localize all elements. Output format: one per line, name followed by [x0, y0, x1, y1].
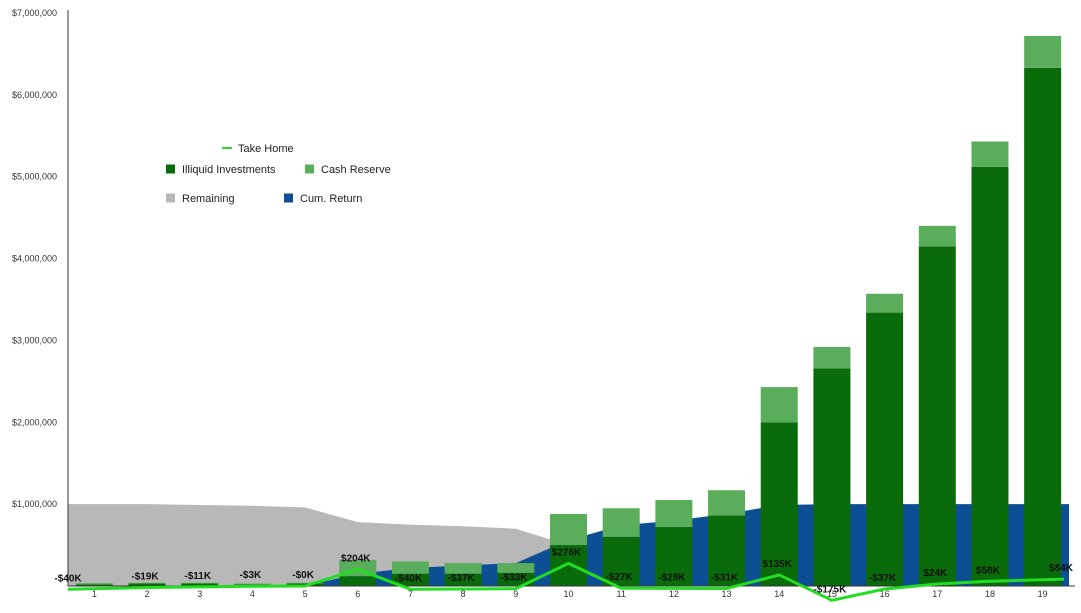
legend: Take Home Illiquid Investments Cash Reserv…	[166, 143, 391, 205]
y-tick-label: $6,000,000	[12, 90, 57, 100]
y-tick-label: $2,000,000	[12, 417, 57, 427]
bar-illiquid-investments	[760, 422, 798, 586]
bar-cash-reserve	[760, 387, 798, 423]
bar-illiquid-investments	[708, 515, 746, 586]
y-tick-label: $3,000,000	[12, 335, 57, 345]
bar-illiquid-investments	[602, 536, 640, 586]
bar-cash-reserve	[181, 582, 219, 584]
take-home-data-label: -$37K	[869, 573, 897, 584]
x-tick-label: 15	[827, 589, 837, 599]
take-home-data-label: $276K	[552, 547, 582, 558]
take-home-data-label: -$29K	[658, 572, 686, 583]
y-tick-label: $4,000,000	[12, 254, 57, 264]
x-tick-label: 3	[197, 589, 202, 599]
bar-cash-reserve	[866, 293, 904, 313]
x-tick-label: 19	[1038, 589, 1048, 599]
bar-cash-reserve	[75, 583, 113, 585]
line-layer	[67, 561, 1065, 602]
x-tick-label: 1	[92, 589, 97, 599]
bar-layer	[75, 35, 1062, 587]
bar-cash-reserve	[655, 500, 693, 528]
x-tick-label: 14	[774, 589, 784, 599]
take-home-data-label: $84K	[1049, 563, 1074, 574]
bar-illiquid-investments	[550, 545, 587, 586]
x-tick-label: 13	[722, 589, 732, 599]
bar-cash-reserve	[286, 582, 324, 584]
legend-marker-remaining	[166, 193, 175, 203]
legend-label-remaining: Remaining	[182, 193, 235, 205]
take-home-data-label: $24K	[923, 568, 948, 579]
bar-illiquid-investments	[866, 312, 904, 586]
legend-label-cash-reserve: Cash Reserve	[321, 164, 391, 176]
legend-label-illiquid-investments: Illiquid Investments	[182, 164, 276, 176]
bar-illiquid-investments	[655, 527, 693, 586]
legend-marker-illiquid-investments	[166, 164, 175, 174]
bar-cash-reserve	[550, 513, 587, 546]
bar-cash-reserve	[497, 563, 535, 573]
legend-label-cum-return: Cum. Return	[300, 193, 362, 205]
take-home-data-label: -$27K	[606, 572, 634, 583]
x-tick-label: 4	[250, 589, 255, 599]
legend-label-take-home: Take Home	[238, 143, 294, 155]
line-take-home	[67, 561, 1065, 602]
bar-illiquid-investments	[339, 576, 377, 586]
bar-illiquid-investments	[128, 583, 166, 586]
y-tick-label: $5,000,000	[12, 172, 57, 182]
x-tick-label: 16	[880, 589, 890, 599]
take-home-data-label: -$0K	[292, 570, 314, 581]
bar-illiquid-investments	[444, 573, 482, 586]
y-tick-label: $1,000,000	[12, 499, 57, 509]
take-home-data-label: $204K	[341, 553, 371, 564]
bar-cash-reserve	[971, 141, 1009, 167]
x-tick-label: 6	[355, 589, 360, 599]
data-label-layer: -$40K -$19K -$11K -$3K -$0K $204K -$40K -$37K -$…	[54, 547, 1073, 595]
y-tick-label: $7,000,000	[12, 8, 57, 18]
bar-illiquid-investments	[813, 368, 851, 586]
bar-illiquid-investments	[971, 166, 1009, 587]
take-home-data-label: -$3K	[240, 570, 262, 581]
take-home-data-label: $135K	[763, 559, 793, 570]
x-tick-label: 9	[513, 589, 518, 599]
take-home-data-label: -$31K	[711, 573, 739, 584]
bar-cash-reserve	[128, 582, 166, 584]
x-tick-label: 5	[303, 589, 308, 599]
take-home-data-label: -$175K	[814, 584, 848, 595]
bar-cash-reserve	[813, 346, 851, 369]
bar-cash-reserve	[233, 583, 271, 585]
take-home-data-label: -$11K	[184, 571, 211, 582]
bar-illiquid-investments	[391, 573, 429, 586]
x-tick-label: 8	[461, 589, 466, 599]
x-tick-label: 18	[985, 589, 995, 599]
take-home-data-label: -$40K	[395, 573, 423, 584]
x-tick-label: 11	[617, 589, 626, 599]
bar-cash-reserve	[708, 490, 746, 516]
take-home-data-label: -$33K	[500, 573, 528, 584]
legend-marker-cum-return	[284, 193, 293, 203]
legend-marker-cash-reserve	[305, 164, 314, 174]
take-home-data-label: -$40K	[54, 573, 82, 584]
x-tick-label: 2	[145, 589, 150, 599]
bar-illiquid-investments	[1024, 67, 1062, 586]
bar-cash-reserve	[391, 561, 429, 574]
bar-illiquid-investments	[181, 583, 219, 586]
take-home-data-label: -$19K	[131, 572, 159, 583]
bar-cash-reserve	[1024, 35, 1062, 68]
take-home-data-label: -$37K	[448, 573, 476, 584]
x-tick-label: 7	[408, 589, 413, 599]
bar-cash-reserve	[602, 508, 640, 537]
x-tick-label: 12	[669, 589, 679, 599]
x-tick-label: 10	[563, 589, 573, 599]
bar-cash-reserve	[444, 563, 482, 574]
take-home-data-label: $58K	[976, 565, 1001, 576]
bar-cash-reserve	[918, 225, 956, 247]
bar-illiquid-investments	[918, 246, 956, 587]
bar-illiquid-investments	[75, 584, 113, 586]
x-tick-label: 17	[932, 589, 942, 599]
